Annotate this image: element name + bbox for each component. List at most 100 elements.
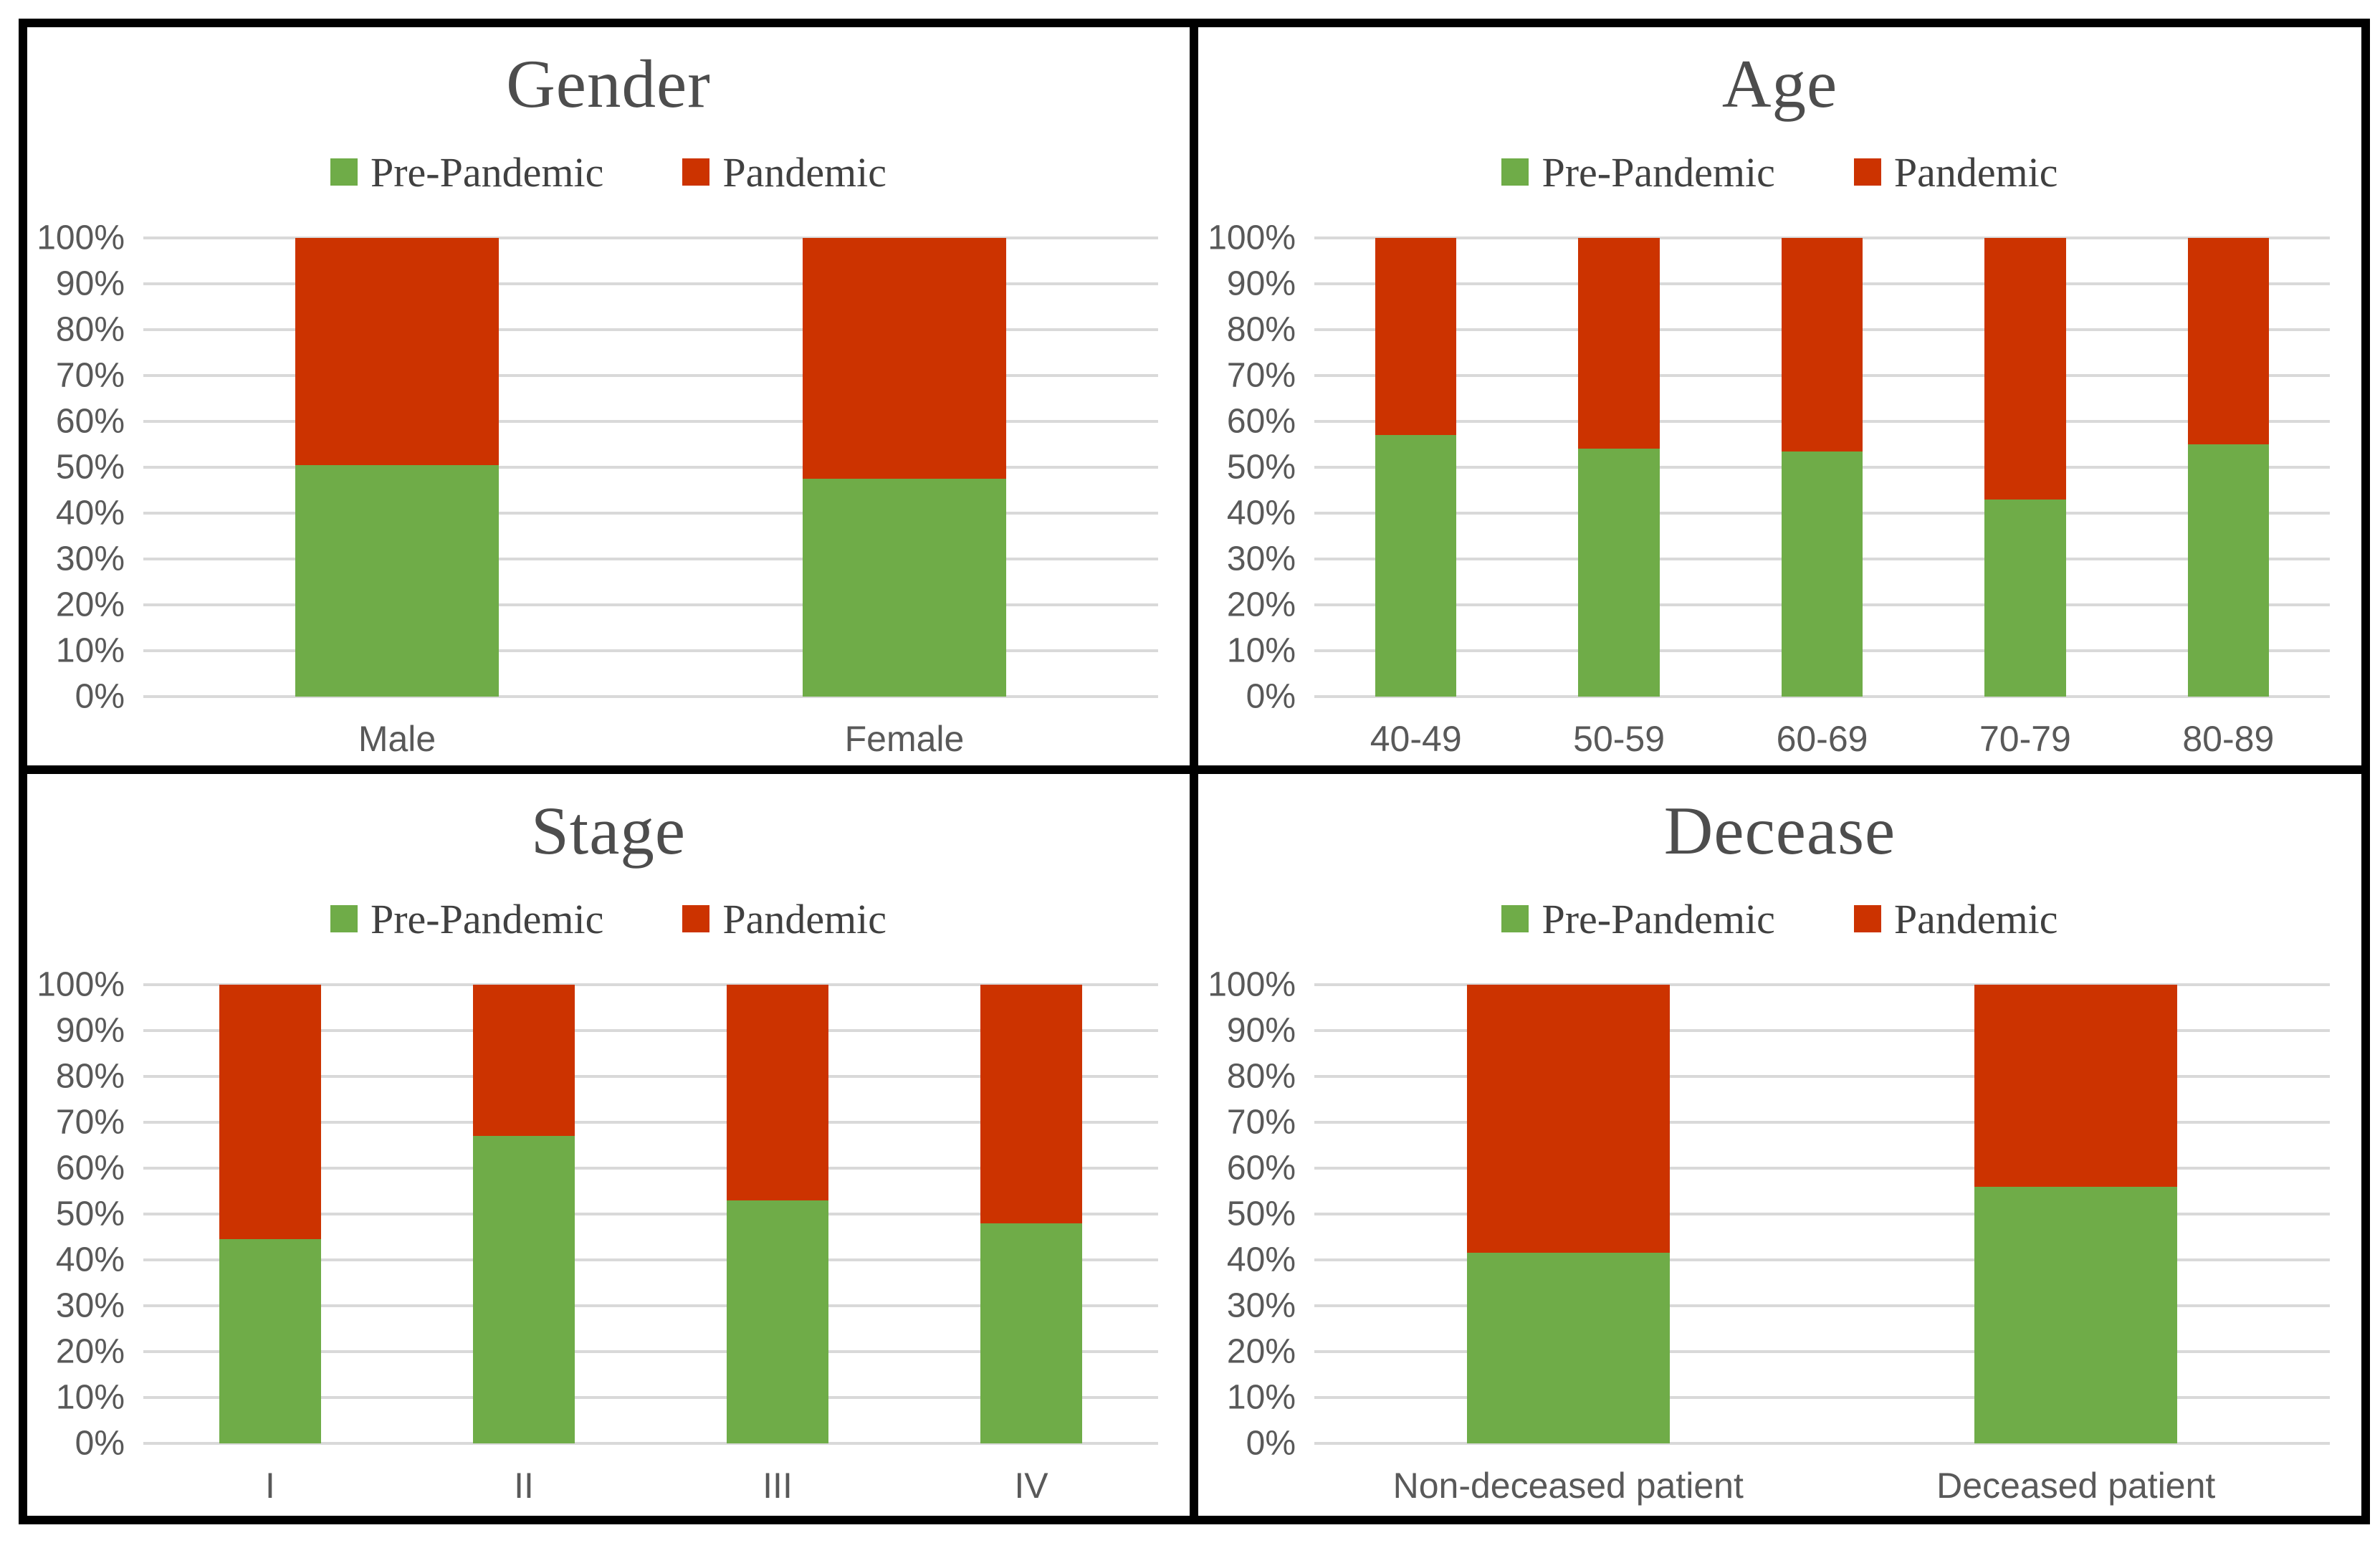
legend-label: Pandemic — [722, 895, 887, 942]
pandemic-swatch-icon — [1853, 905, 1881, 932]
gridline-100 — [1314, 983, 2330, 986]
x-label-60-69: 60-69 — [1776, 719, 1868, 759]
y-tick-20: 20% — [55, 586, 125, 624]
y-tick-80: 80% — [1226, 1057, 1296, 1096]
y-tick-60: 60% — [1226, 402, 1296, 441]
gridline-40 — [1314, 1258, 2330, 1261]
gridline-80 — [1314, 1075, 2330, 1078]
bar-slot-70-79 — [1923, 238, 2126, 697]
chart-legend: Pre-Pandemic Pandemic — [29, 143, 1188, 201]
segment-pre-pandemic-60-69 — [1781, 451, 1863, 697]
segment-pandemic-female — [803, 238, 1006, 479]
stacked-bar-40-49 — [1375, 238, 1457, 697]
x-axis-labels: 40-49 50-59 60-69 70-79 80-89 — [1314, 718, 2330, 760]
x-label-70-79: 70-79 — [1979, 719, 2071, 759]
segment-pandemic-male — [295, 238, 499, 465]
chart-panel-gender: Gender Pre-Pandemic Pandemic 0% 10% 20% 30% 4… — [29, 29, 1188, 764]
y-tick-50: 50% — [55, 448, 125, 487]
y-tick-100: 100% — [37, 219, 125, 257]
bar-slot-60-69 — [1721, 238, 1923, 697]
legend-label: Pre-Pandemic — [370, 148, 604, 196]
legend-label: Pandemic — [1893, 895, 2058, 942]
bar-slot-male — [143, 238, 651, 697]
segment-pre-pandemic-70-79 — [1984, 499, 2066, 697]
segment-pandemic-iii — [727, 985, 828, 1200]
y-tick-10: 10% — [55, 1378, 125, 1417]
segment-pre-pandemic-iii — [727, 1200, 828, 1443]
pre-pandemic-swatch-icon — [330, 905, 358, 932]
gridline-50 — [143, 1213, 1158, 1215]
y-tick-40: 40% — [55, 494, 125, 532]
chart-legend: Pre-Pandemic Pandemic — [1200, 143, 2360, 201]
plot-area — [143, 983, 1158, 1445]
chart-title: Stage — [530, 793, 687, 869]
plot-area — [1314, 983, 2331, 1445]
x-label-40-49: 40-49 — [1370, 719, 1462, 759]
y-tick-90: 90% — [1226, 264, 1296, 303]
y-tick-20: 20% — [55, 1332, 125, 1371]
stacked-bar-female — [803, 238, 1006, 697]
y-tick-40: 40% — [1226, 494, 1296, 532]
bar-slot-80-89 — [2127, 238, 2330, 697]
y-tick-70: 70% — [55, 356, 125, 395]
y-tick-30: 30% — [1226, 540, 1296, 578]
pandemic-swatch-icon — [682, 905, 710, 932]
legend-label: Pre-Pandemic — [1542, 895, 1775, 942]
y-axis-labels: 0% 10% 20% 30% 40% 50% 60% 70% 80% 90% 100% — [1200, 219, 1307, 716]
y-tick-70: 70% — [1226, 1103, 1296, 1142]
legend-item-pre-pandemic: Pre-Pandemic — [1501, 148, 1775, 196]
segment-pandemic-40-49 — [1375, 238, 1457, 436]
segment-pandemic-non-deceased-patient — [1466, 985, 1670, 1253]
segment-pandemic-60-69 — [1781, 238, 1863, 452]
chart-panel-decease: Decease Pre-Pandemic Pandemic 0% 10% 20% 30%… — [1200, 775, 2360, 1514]
y-tick-80: 80% — [1226, 310, 1296, 349]
gridline-30 — [1314, 1304, 2330, 1307]
x-label-non-deceased-patient: Non-deceased patient — [1392, 1466, 1744, 1506]
y-tick-100: 100% — [1208, 965, 1296, 1004]
y-tick-80: 80% — [55, 310, 125, 349]
y-tick-40: 40% — [1226, 1241, 1296, 1279]
y-tick-10: 10% — [1226, 631, 1296, 670]
y-tick-30: 30% — [1226, 1286, 1296, 1325]
chart-panel-age: Age Pre-Pandemic Pandemic 0% 10% 20% 30% 40% 5… — [1200, 29, 2360, 764]
y-tick-80: 80% — [55, 1057, 125, 1096]
y-tick-90: 90% — [55, 1011, 125, 1050]
bar-slot-non-deceased-patient — [1314, 985, 1822, 1443]
segment-pre-pandemic-40-49 — [1375, 435, 1457, 697]
stacked-bar-70-79 — [1984, 238, 2066, 697]
x-label-ii: II — [514, 1466, 534, 1506]
bar-slot-iv — [904, 985, 1158, 1443]
segment-pre-pandemic-ii — [473, 1136, 575, 1443]
gridline-90 — [143, 1029, 1158, 1032]
stacked-bar-male — [295, 238, 499, 697]
gridline-40 — [143, 512, 1158, 515]
stacked-bar-iii — [727, 985, 828, 1443]
y-axis-labels: 0% 10% 20% 30% 40% 50% 60% 70% 80% 90% 100% — [1200, 966, 1307, 1463]
plot-area — [143, 236, 1158, 698]
stacked-bar-non-deceased-patient — [1466, 985, 1670, 1443]
y-tick-0: 0% — [75, 677, 125, 716]
stacked-bar-50-59 — [1578, 238, 1660, 697]
bar-slot-deceased-patient — [1822, 985, 2331, 1443]
y-tick-30: 30% — [55, 540, 125, 578]
gridline-60 — [1314, 1167, 2330, 1170]
gridline-30 — [143, 1304, 1158, 1307]
gridline-50 — [1314, 1213, 2330, 1215]
segment-pandemic-ii — [473, 985, 575, 1137]
bar-slot-i — [143, 985, 397, 1443]
gridline-0 — [143, 695, 1158, 698]
stacked-bar-i — [219, 985, 321, 1443]
y-tick-20: 20% — [1226, 1332, 1296, 1371]
legend-item-pre-pandemic: Pre-Pandemic — [330, 148, 603, 196]
gridline-0 — [1314, 1442, 2330, 1445]
segment-pre-pandemic-80-89 — [2187, 444, 2269, 697]
x-label-50-59: 50-59 — [1573, 719, 1665, 759]
x-label-80-89: 80-89 — [2182, 719, 2275, 759]
segment-pre-pandemic-deceased-patient — [1974, 1186, 2178, 1443]
legend-item-pandemic: Pandemic — [1853, 148, 2058, 196]
segment-pre-pandemic-i — [219, 1239, 321, 1443]
segment-pre-pandemic-50-59 — [1578, 449, 1660, 697]
x-label-iii: III — [763, 1466, 793, 1506]
y-tick-50: 50% — [1226, 1195, 1296, 1233]
